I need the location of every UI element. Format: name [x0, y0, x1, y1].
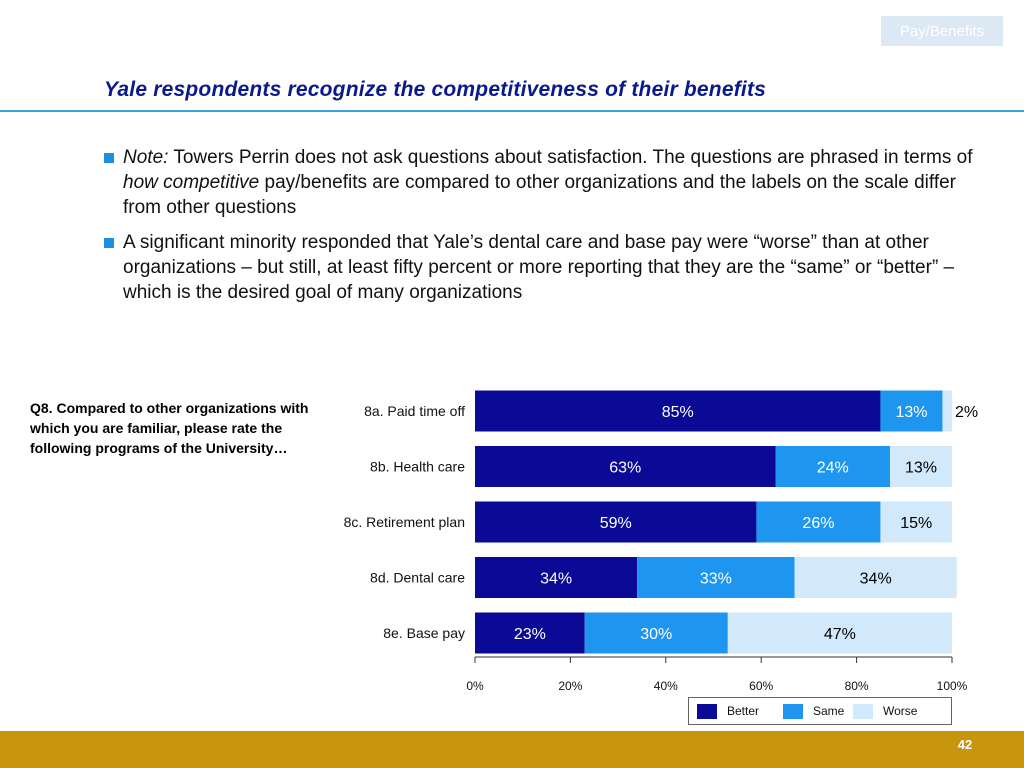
x-tick-label-2: 40%	[654, 679, 678, 693]
x-tick-label-5: 100%	[937, 679, 968, 693]
note-label: Note:	[123, 147, 169, 168]
data-label-worse-8d-dental-care: 34%	[860, 571, 892, 588]
category-label-8e-base-pay: 8e. Base pay	[383, 625, 465, 641]
category-label-8c-retirement-plan: 8c. Retirement plan	[344, 514, 465, 530]
x-tick-label-0: 0%	[466, 679, 484, 693]
data-label-worse-8b-health-care: 13%	[905, 460, 937, 477]
data-label-better-8a-paid-time-off: 85%	[662, 404, 694, 421]
legend-swatch-same	[783, 703, 803, 719]
bar-worse-8e-base-pay	[727, 612, 952, 654]
x-tick-label-3: 60%	[749, 679, 773, 693]
data-label-same-8d-dental-care: 33%	[700, 571, 732, 588]
x-tick-label-1: 20%	[558, 679, 582, 693]
data-label-same-8a-paid-time-off: 13%	[895, 404, 927, 421]
bullet-square-icon	[104, 238, 114, 248]
section-tag: Pay/Benefits	[881, 16, 1003, 46]
bar-worse-8d-dental-care	[794, 557, 957, 598]
bar-same-8d-dental-care	[637, 557, 795, 598]
title-divider	[0, 110, 1024, 112]
bullet-square-icon	[104, 153, 114, 163]
data-label-better-8d-dental-care: 34%	[540, 571, 572, 588]
data-label-better-8e-base-pay: 23%	[514, 626, 546, 643]
legend-item-better: Better	[697, 703, 759, 719]
data-label-better-8c-retirement-plan: 59%	[600, 515, 632, 532]
legend-label-same: Same	[813, 704, 845, 718]
bar-worse-8c-retirement-plan	[880, 501, 952, 543]
bar-better-8e-base-pay	[475, 612, 585, 654]
data-label-worse-8a-paid-time-off: 2%	[955, 404, 978, 421]
chart-legend: Better Same Worse	[688, 697, 952, 725]
legend-swatch-worse	[853, 703, 873, 719]
x-tick-label-4: 80%	[845, 679, 869, 693]
bullet-list: Note: Towers Perrin does not ask questio…	[104, 145, 984, 315]
legend-item-same: Same	[783, 703, 844, 719]
category-label-8d-dental-care: 8d. Dental care	[370, 570, 465, 586]
bar-better-8c-retirement-plan	[475, 501, 757, 543]
legend-label-better: Better	[727, 704, 760, 718]
bar-same-8b-health-care	[775, 446, 890, 487]
page-number: 42	[957, 737, 973, 752]
bar-same-8a-paid-time-off	[880, 390, 943, 432]
category-label-8b-health-care: 8b. Health care	[370, 459, 465, 475]
bullet-item-minority: A significant minority responded that Ya…	[104, 230, 984, 305]
bar-better-8d-dental-care	[475, 557, 638, 598]
note-text-end: pay/benefits are compared to other organ…	[123, 172, 956, 218]
page-title: Yale respondents recognize the competiti…	[104, 78, 767, 101]
data-label-same-8e-base-pay: 30%	[640, 626, 672, 643]
legend-swatch-better	[697, 703, 717, 719]
data-label-worse-8c-retirement-plan: 15%	[900, 515, 932, 532]
legend-item-worse: Worse	[853, 703, 917, 719]
data-label-same-8b-health-care: 24%	[817, 460, 849, 477]
data-label-same-8c-retirement-plan: 26%	[802, 515, 834, 532]
bar-worse-8b-health-care	[889, 446, 952, 487]
bar-better-8a-paid-time-off	[475, 390, 881, 432]
bar-same-8c-retirement-plan	[756, 501, 881, 543]
bullet-item-note: Note: Towers Perrin does not ask questio…	[104, 145, 984, 220]
bar-worse-8a-paid-time-off	[942, 390, 952, 432]
note-text-start: Towers Perrin does not ask questions abo…	[168, 147, 973, 168]
data-label-better-8b-health-care: 63%	[609, 460, 641, 477]
legend-label-worse: Worse	[883, 704, 918, 718]
category-label-8a-paid-time-off: 8a. Paid time off	[364, 403, 465, 419]
footer-bar	[0, 731, 1024, 768]
note-emphasis: how competitive	[123, 172, 260, 193]
survey-question: Q8. Compared to other organizations with…	[30, 400, 309, 456]
bar-same-8e-base-pay	[584, 612, 728, 654]
stacked-bar-chart: 8a. Paid time off 85% 13% 2% 8b. Health care…	[344, 390, 978, 693]
data-label-worse-8e-base-pay: 47%	[824, 626, 856, 643]
minority-text: A significant minority responded that Ya…	[123, 232, 955, 303]
bar-better-8b-health-care	[475, 446, 776, 487]
